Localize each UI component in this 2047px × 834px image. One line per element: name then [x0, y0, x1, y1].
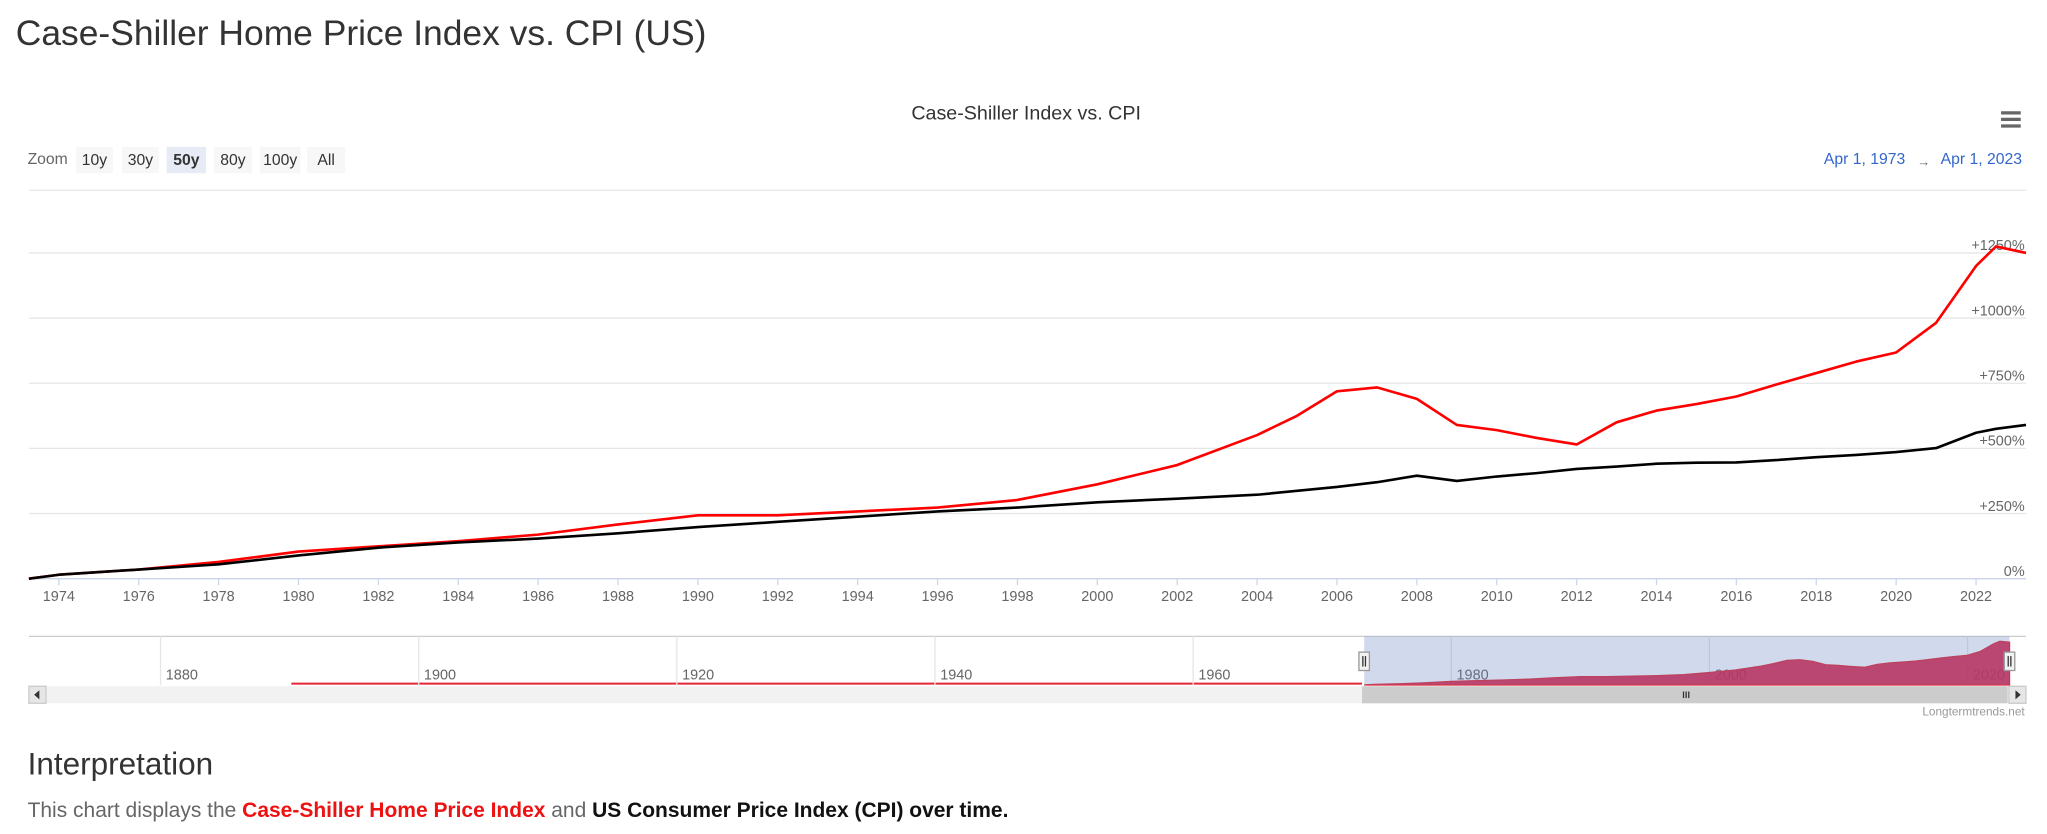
- date-to[interactable]: Apr 1, 2023: [1941, 151, 2023, 168]
- menu-button[interactable]: [1997, 107, 2024, 132]
- x-tick-label: 1982: [362, 589, 394, 605]
- zoom-button[interactable]: [307, 146, 346, 174]
- x-tick-label: 2018: [1800, 589, 1832, 605]
- x-tick-label: 1986: [522, 589, 554, 605]
- navigator-handle[interactable]: [2003, 651, 2016, 672]
- y-tick-label: +500%: [1979, 434, 2024, 450]
- zoom-label: Zoom: [28, 151, 68, 168]
- x-tick-label: 1998: [1001, 589, 1033, 605]
- x-tick-label: 2000: [1081, 589, 1113, 605]
- navigator-handle[interactable]: [1358, 651, 1371, 672]
- x-tick-label: 2010: [1481, 589, 1513, 605]
- zoom-button[interactable]: [259, 146, 301, 174]
- y-tick-label: +750%: [1979, 368, 2024, 384]
- navigator: 18801900192019401960198020002020: [28, 635, 2026, 686]
- zoom-button[interactable]: [76, 146, 113, 174]
- credit[interactable]: Longtermtrends.net: [1922, 705, 2025, 719]
- text-highlight: Case-Shiller Home Price Index: [242, 798, 546, 821]
- navigator-tick-label: 1920: [682, 668, 714, 684]
- x-tick-label: 1994: [842, 589, 874, 605]
- x-tick-label: 2016: [1720, 589, 1752, 605]
- page-title: Case-Shiller Home Price Index vs. CPI (U…: [16, 13, 707, 53]
- scrollbar[interactable]: [28, 685, 2027, 704]
- series-line: [28, 423, 2027, 580]
- x-tick-label: 1996: [922, 589, 954, 605]
- y-tick-label: 0%: [2004, 564, 2025, 580]
- date-separator: →: [1917, 154, 1930, 169]
- navigator-tick-label: 1880: [166, 668, 198, 684]
- interpretation-heading: Interpretation: [28, 746, 214, 782]
- zoom-button[interactable]: [166, 146, 207, 174]
- navigator-selection[interactable]: [1364, 636, 2010, 685]
- zoom-button-label[interactable]: 100y: [263, 152, 297, 169]
- navigator-tick-label: 1960: [1198, 668, 1230, 684]
- x-tick-label: 2008: [1401, 589, 1433, 605]
- x-tick-label: 1976: [123, 589, 155, 605]
- text-part: This chart displays the: [28, 798, 243, 821]
- y-tick-label: +1000%: [1971, 303, 2025, 319]
- x-tick-label: 1980: [282, 589, 314, 605]
- zoom-button-label[interactable]: 10y: [82, 152, 108, 169]
- navigator-tick-label: 1940: [940, 668, 972, 684]
- x-tick-label: 1990: [682, 589, 714, 605]
- navigator-area: [1364, 640, 2011, 686]
- plot: 0%+250%+500%+750%+1000%+1250%1974 1976 197…: [28, 238, 2027, 605]
- text-highlight: US Consumer Price Index (CPI) over time.: [592, 798, 1008, 821]
- zoom-button[interactable]: [122, 146, 159, 174]
- x-tick-label: 2006: [1321, 589, 1353, 605]
- y-tick-label: +250%: [1979, 499, 2024, 515]
- x-tick-label: 2002: [1161, 589, 1193, 605]
- x-tick-label: 1988: [602, 589, 634, 605]
- text-part: and: [545, 798, 592, 821]
- x-tick-label: 1992: [762, 589, 794, 605]
- x-tick-label: 1978: [203, 589, 235, 605]
- x-tick-label: 2004: [1241, 589, 1273, 605]
- navigator-tick-label: 1900: [424, 668, 456, 684]
- zoom-button-label[interactable]: 50y: [173, 152, 200, 169]
- navigator-tick-label: 1980: [1457, 668, 1489, 684]
- zoom-button[interactable]: [213, 146, 252, 174]
- x-tick-label: 2014: [1640, 589, 1672, 605]
- x-tick-label: 2020: [1880, 589, 1912, 605]
- x-tick-label: 2012: [1561, 589, 1593, 605]
- series-line: [28, 245, 2027, 580]
- x-tick-label: 2022: [1960, 589, 1992, 605]
- x-tick-label: 1984: [442, 589, 474, 605]
- interpretation-text: This chart displays the Case-Shiller Hom…: [28, 798, 1009, 821]
- zoom-button-label[interactable]: All: [317, 152, 335, 169]
- zoom-button-label[interactable]: 30y: [128, 152, 154, 169]
- chart-title: Case-Shiller Index vs. CPI: [911, 102, 1141, 124]
- zoom-button-label[interactable]: 80y: [220, 152, 246, 169]
- x-tick-label: 1974: [43, 589, 75, 605]
- date-from[interactable]: Apr 1, 1973: [1824, 151, 1906, 168]
